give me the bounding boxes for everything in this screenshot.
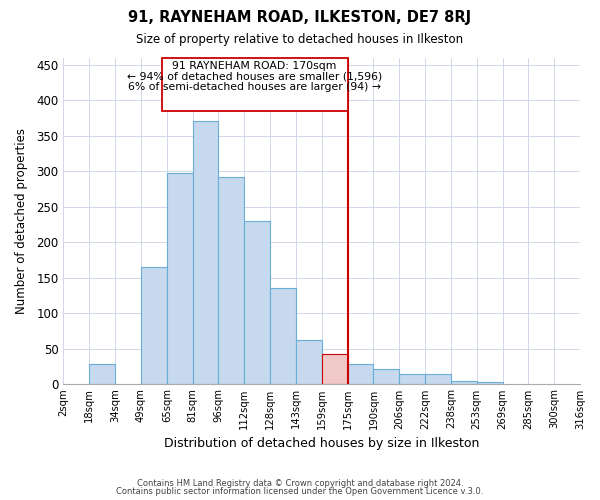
Text: 6% of semi-detached houses are larger (94) →: 6% of semi-detached houses are larger (9… xyxy=(128,82,381,92)
Bar xyxy=(89,364,115,384)
Bar xyxy=(451,380,476,384)
Text: ← 94% of detached houses are smaller (1,596): ← 94% of detached houses are smaller (1,… xyxy=(127,72,382,82)
Bar xyxy=(218,178,244,384)
Bar xyxy=(270,288,296,384)
Text: Contains public sector information licensed under the Open Government Licence v.: Contains public sector information licen… xyxy=(116,487,484,496)
Bar xyxy=(141,267,167,384)
Y-axis label: Number of detached properties: Number of detached properties xyxy=(15,128,28,314)
Bar xyxy=(476,382,503,384)
Bar xyxy=(244,221,270,384)
Text: Size of property relative to detached houses in Ilkeston: Size of property relative to detached ho… xyxy=(136,32,464,46)
Text: Contains HM Land Registry data © Crown copyright and database right 2024.: Contains HM Land Registry data © Crown c… xyxy=(137,478,463,488)
Text: 91 RAYNEHAM ROAD: 170sqm: 91 RAYNEHAM ROAD: 170sqm xyxy=(172,61,337,71)
Bar xyxy=(399,374,425,384)
Bar xyxy=(167,173,193,384)
Text: 91, RAYNEHAM ROAD, ILKESTON, DE7 8RJ: 91, RAYNEHAM ROAD, ILKESTON, DE7 8RJ xyxy=(128,10,472,25)
Bar xyxy=(322,354,347,384)
Bar xyxy=(193,122,218,384)
X-axis label: Distribution of detached houses by size in Ilkeston: Distribution of detached houses by size … xyxy=(164,437,479,450)
Bar xyxy=(296,340,322,384)
Bar xyxy=(425,374,451,384)
Bar xyxy=(373,368,399,384)
Bar xyxy=(347,364,373,384)
FancyBboxPatch shape xyxy=(161,58,347,111)
